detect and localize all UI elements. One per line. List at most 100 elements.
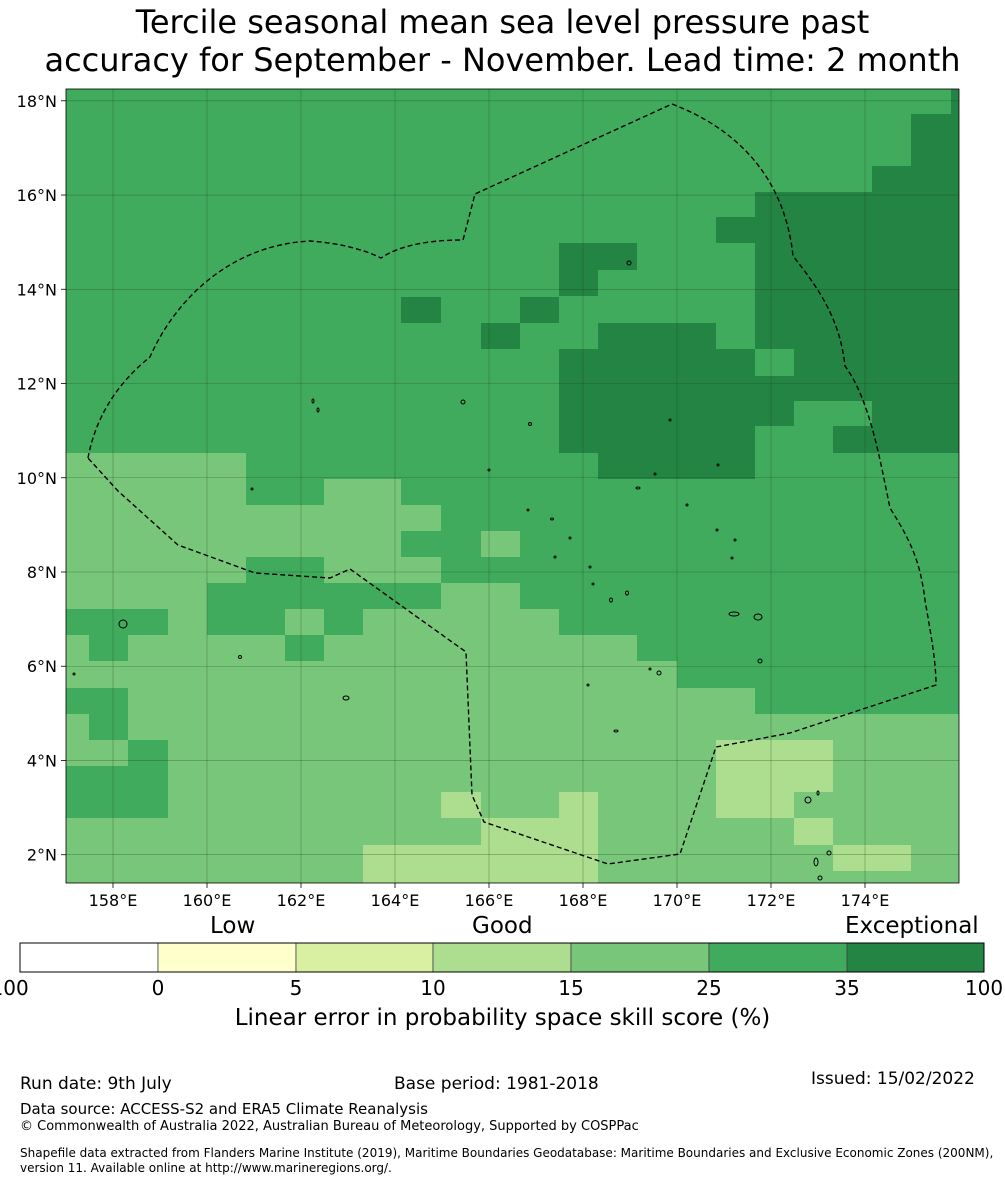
colorbar-label-good: Good bbox=[472, 913, 533, 939]
island bbox=[316, 407, 320, 413]
skill-cell bbox=[481, 531, 520, 557]
skill-cell bbox=[755, 688, 959, 714]
skill-cell bbox=[716, 740, 833, 792]
island bbox=[648, 667, 652, 671]
skill-cell bbox=[481, 818, 598, 845]
skill-cell bbox=[324, 505, 441, 531]
colorbar-segment bbox=[432, 942, 572, 973]
skill-cell bbox=[246, 479, 324, 505]
colorbar-tick: 5 bbox=[289, 976, 303, 1000]
lon-label: 162°E bbox=[277, 891, 326, 910]
lon-label: 166°E bbox=[465, 891, 514, 910]
island bbox=[591, 582, 595, 586]
skill-cell bbox=[401, 479, 959, 505]
island bbox=[118, 619, 128, 629]
skill-cell bbox=[207, 583, 441, 609]
skill-cell bbox=[89, 714, 128, 740]
island bbox=[716, 463, 720, 467]
map-title-line2: accuracy for September - November. Lead … bbox=[44, 41, 961, 79]
skill-cell bbox=[755, 401, 794, 427]
colorbar-tick: 15 bbox=[558, 976, 584, 1000]
lat-label: 16°N bbox=[17, 186, 57, 205]
skill-cell bbox=[833, 426, 959, 453]
skill-cell bbox=[401, 531, 481, 557]
issued-date: Issued: 15/02/2022 bbox=[811, 1069, 975, 1089]
island bbox=[250, 487, 254, 491]
island bbox=[715, 528, 719, 532]
island bbox=[553, 555, 557, 559]
shapefile-credit-line2: version 11. Available online at http://w… bbox=[20, 1161, 392, 1175]
colorbar-segment bbox=[846, 942, 985, 973]
lat-label: 2°N bbox=[27, 846, 57, 865]
lon-label: 174°E bbox=[841, 891, 890, 910]
island bbox=[730, 556, 734, 560]
colorbar-tick: 25 bbox=[696, 976, 722, 1000]
lon-label: 172°E bbox=[747, 891, 796, 910]
lat-label: 10°N bbox=[17, 469, 57, 488]
skill-cell bbox=[441, 583, 520, 609]
skill-cell bbox=[872, 166, 959, 192]
colorbar-tick: 0 bbox=[151, 976, 165, 1000]
island bbox=[757, 658, 763, 664]
skill-cell bbox=[520, 531, 959, 557]
skill-cell bbox=[66, 688, 128, 714]
colorbar-tick: 35 bbox=[834, 976, 860, 1000]
skill-cell bbox=[559, 609, 959, 635]
skill-cell bbox=[794, 401, 872, 427]
island bbox=[528, 422, 532, 426]
island bbox=[653, 472, 657, 476]
skill-cell bbox=[481, 323, 520, 349]
colorbar-tick: -100 bbox=[0, 976, 29, 1000]
map-title-line1: Tercile seasonal mean sea level pressure… bbox=[135, 3, 870, 41]
island bbox=[613, 729, 619, 733]
island bbox=[728, 611, 740, 617]
skill-cell bbox=[324, 609, 363, 635]
skill-cell bbox=[246, 557, 324, 583]
colorbar bbox=[19, 942, 985, 973]
island bbox=[550, 517, 554, 521]
island bbox=[586, 683, 590, 687]
skill-cell bbox=[207, 609, 285, 635]
island bbox=[804, 796, 812, 804]
skill-cell bbox=[89, 635, 128, 661]
skill-cell bbox=[755, 192, 959, 376]
skill-cell bbox=[128, 740, 168, 766]
island bbox=[588, 565, 592, 569]
island bbox=[526, 508, 530, 512]
skill-cell bbox=[66, 609, 168, 635]
skill-cell bbox=[441, 792, 481, 818]
skill-cell bbox=[755, 426, 833, 479]
skill-cell bbox=[285, 609, 324, 635]
colorbar-frame bbox=[19, 942, 985, 973]
skill-cell bbox=[559, 243, 637, 270]
colorbar-segment bbox=[295, 942, 434, 973]
run-date: Run date: 9th July bbox=[20, 1074, 172, 1094]
skill-cell bbox=[559, 270, 598, 296]
colorbar-label-low: Low bbox=[210, 913, 256, 939]
lon-label: 160°E bbox=[183, 891, 232, 910]
skill-cell bbox=[794, 818, 833, 845]
skill-cell bbox=[833, 845, 911, 871]
lon-label: 164°E bbox=[371, 891, 420, 910]
lon-label: 168°E bbox=[559, 891, 608, 910]
lon-label: 170°E bbox=[653, 891, 702, 910]
skill-cell bbox=[66, 766, 168, 818]
skill-cell bbox=[441, 505, 959, 531]
skill-cell bbox=[559, 792, 598, 818]
island bbox=[817, 875, 823, 881]
island bbox=[609, 597, 613, 603]
map-frame bbox=[65, 88, 960, 884]
map-axes: 18°N 16°N 14°N 12°N 10°N 8°N 6°N 4°N 2°N 158°E 160… bbox=[17, 92, 890, 910]
skill-cell bbox=[637, 635, 959, 661]
skill-cell bbox=[520, 583, 959, 609]
island bbox=[311, 398, 315, 404]
island bbox=[238, 655, 242, 659]
island bbox=[626, 260, 632, 266]
skill-cell bbox=[716, 792, 794, 818]
island bbox=[72, 672, 76, 676]
skill-cell bbox=[285, 635, 324, 661]
copyright: © Commonwealth of Australia 2022, Austra… bbox=[20, 1119, 639, 1134]
skill-cell bbox=[559, 426, 598, 453]
colorbar-segment bbox=[708, 942, 848, 973]
skill-cell bbox=[520, 297, 559, 323]
